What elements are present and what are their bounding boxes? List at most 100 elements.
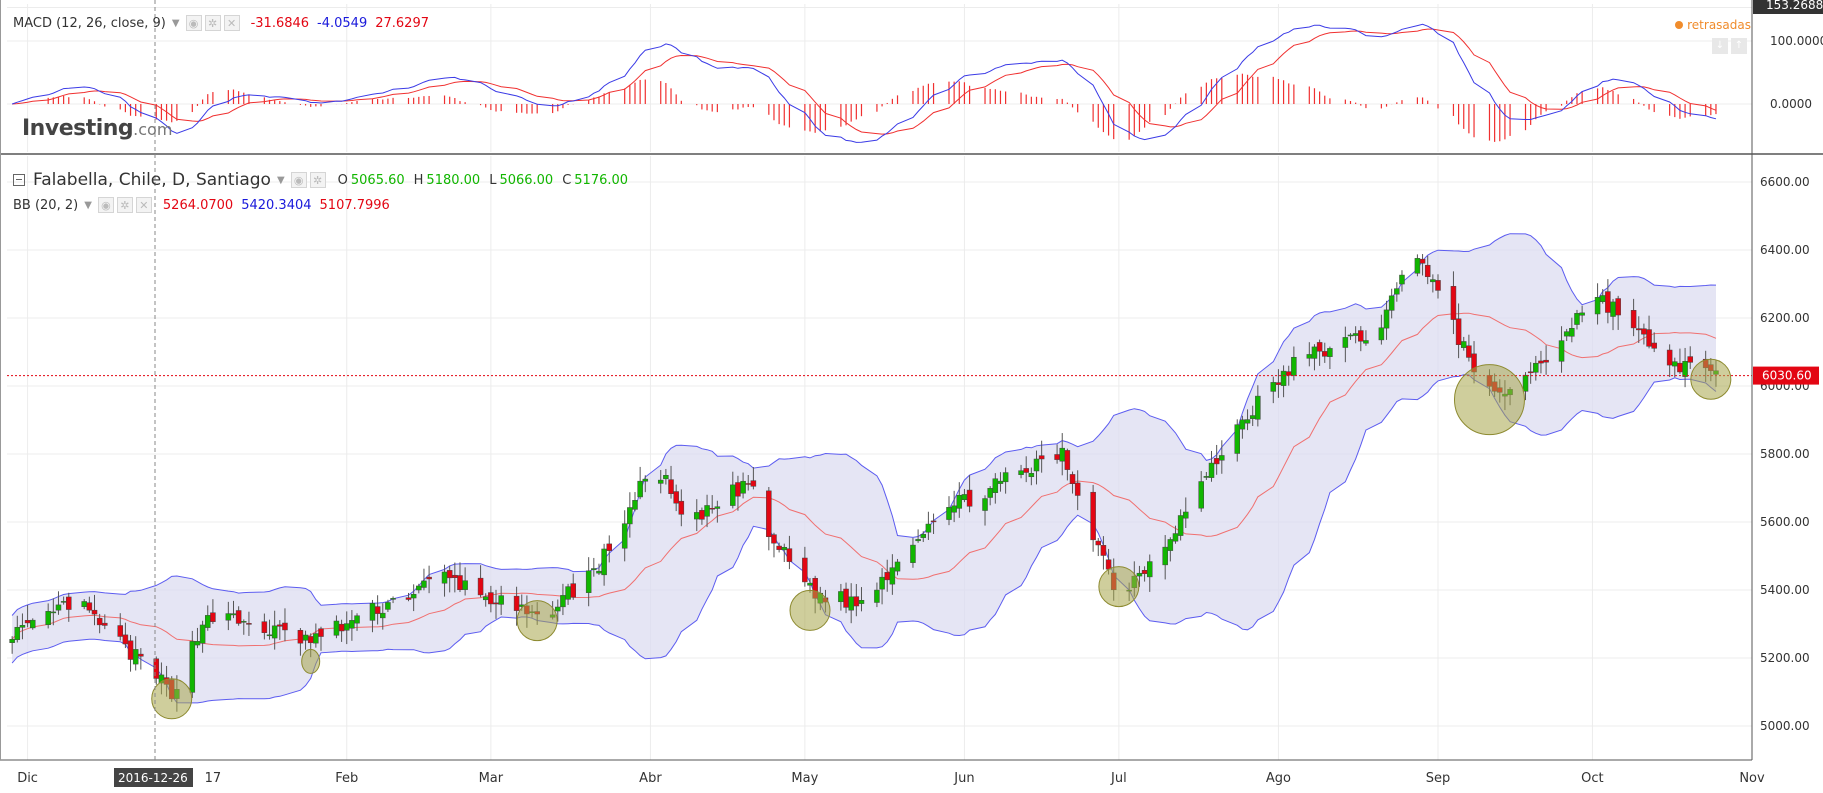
candle-body [1306,354,1313,359]
candle-body [838,591,844,603]
bb-legend-name: BB (20, 2) [13,197,79,213]
candle-body [1641,328,1647,335]
last-price-tag [1753,366,1819,385]
eye-icon[interactable]: ◉ [97,197,114,213]
close-icon[interactable]: ✕ [223,15,240,31]
gear-icon[interactable]: ✲ [116,197,133,213]
candle [14,615,21,643]
candle-body [663,475,669,480]
time-tick-label: Sep [1426,771,1451,786]
candle-body [910,544,916,563]
high-label: H [413,172,424,188]
candle-body [1219,455,1225,461]
candle-body [55,604,62,611]
candle [1291,346,1297,381]
open-value: 5065.60 [350,172,405,188]
candle-body [694,512,700,520]
candle [477,565,484,598]
candle-body [117,625,123,637]
candle [1100,536,1107,570]
candle-body [853,596,860,607]
candle-body [1352,333,1359,336]
candle [1460,336,1467,351]
arrow-up-icon[interactable]: ↑ [1731,38,1747,54]
candle [570,573,576,600]
candle [9,636,15,654]
candle-body [884,572,890,581]
candle [45,603,51,629]
candle-body [1002,472,1009,483]
bb-upper-line [11,233,1717,616]
candle-body [1146,561,1153,578]
candle-body [1208,462,1215,478]
candle-body [60,601,67,603]
candle [1038,440,1045,473]
chevron-down-icon[interactable]: ▼ [84,199,92,211]
candle [766,486,772,551]
highlight-circles [151,358,1732,720]
candle-body [1651,342,1657,349]
candle-body [1275,382,1282,385]
candle-body [297,630,304,644]
crosshair-date-label: 2016-12-26 [118,771,188,785]
candle [271,610,278,650]
candle-body [1342,337,1349,348]
arrow-down-icon[interactable]: ↓ [1712,38,1728,54]
candle [1183,497,1189,529]
collapse-icon[interactable] [13,174,25,186]
delayed-label: retrasadas [1687,18,1751,32]
candle-body [915,539,921,542]
price-tick-label: 6600.00 [1760,175,1810,189]
candle-body [889,567,896,585]
candle [894,558,901,576]
candle [122,622,129,649]
candle [390,596,396,604]
gear-icon[interactable]: ✲ [204,15,221,31]
candle-body [421,580,427,588]
candle-body [632,500,638,510]
candle [426,565,432,594]
candlesticks [7,254,1752,712]
pane-buttons: ↓ ↑ [1709,38,1747,54]
candle-body [1563,331,1570,337]
candle [1198,471,1204,512]
chevron-down-icon[interactable]: ▼ [276,174,285,186]
candle [1383,300,1390,340]
candle-body [354,615,360,624]
bb-fill-area [12,233,1717,703]
close-icon[interactable]: ✕ [135,197,152,213]
candle-body [848,596,854,611]
candle-body [570,583,576,598]
eye-icon[interactable]: ◉ [290,172,307,188]
candle-body [1069,474,1076,484]
gear-icon[interactable]: ✲ [309,172,326,188]
candle-body [86,602,93,611]
candle-body [1358,330,1364,342]
candle [380,603,386,630]
crosshair-date-tag [114,768,193,787]
price-tick-label: 6200.00 [1760,311,1810,325]
candle [678,489,685,527]
candle [1270,376,1277,404]
candle [889,554,896,595]
candle-body [1234,424,1241,454]
candle-body [343,623,350,631]
candle-body [1100,545,1107,556]
candle-body [199,624,206,644]
eye-icon[interactable]: ◉ [185,15,202,31]
macd-tick-label: 0.0000 [1770,97,1812,111]
chevron-down-icon[interactable]: ▼ [171,17,180,29]
candle-body [1249,415,1256,419]
time-tick-label: Nov [1739,771,1765,786]
candle-body [385,602,391,610]
candle-body [1244,419,1251,424]
candle [153,656,160,685]
candle-body [1383,309,1390,329]
candle-body [673,491,679,504]
candle [1394,282,1400,302]
candle-body [637,480,643,498]
candle-body [1347,334,1354,337]
candle [1378,314,1385,345]
candle [1399,270,1405,292]
